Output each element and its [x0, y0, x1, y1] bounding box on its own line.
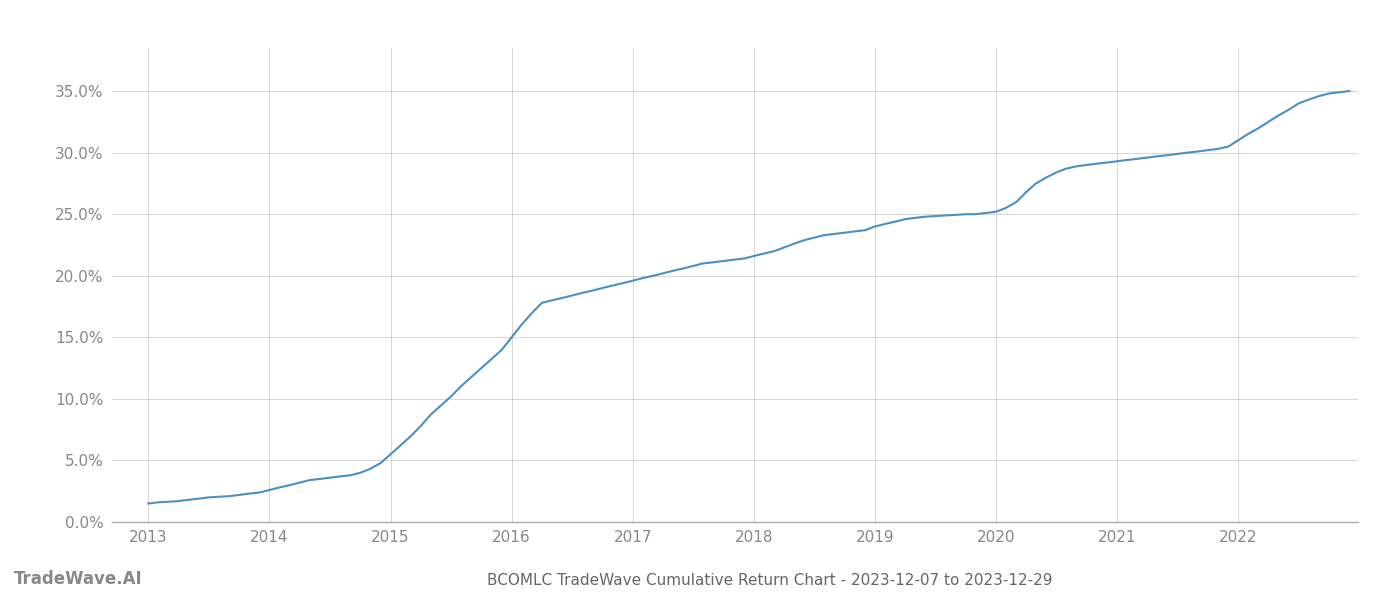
- Text: BCOMLC TradeWave Cumulative Return Chart - 2023-12-07 to 2023-12-29: BCOMLC TradeWave Cumulative Return Chart…: [487, 573, 1053, 588]
- Text: TradeWave.AI: TradeWave.AI: [14, 570, 143, 588]
